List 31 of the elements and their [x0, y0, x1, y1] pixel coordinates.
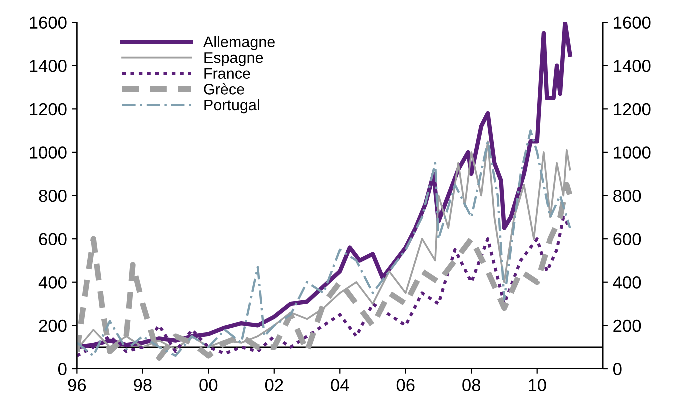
x-tick-label: 96: [68, 379, 86, 392]
y-tick-label: 1200: [30, 103, 67, 116]
legend-label: Espagne: [204, 52, 264, 66]
y-tick-label: 200: [39, 320, 67, 332]
x-tick-label: 06: [396, 379, 415, 392]
x-tick-label: 08: [462, 379, 481, 392]
y2-tick-label: 1400: [614, 60, 651, 72]
y-tick-label: 600: [39, 233, 67, 246]
y-tick-label: 0: [58, 363, 67, 376]
y2-tick-label: 600: [614, 233, 642, 246]
y-tick-label: 1000: [30, 146, 67, 159]
x-tick-label: 02: [265, 379, 284, 392]
y2-tick-label: 1000: [614, 146, 651, 159]
legend-label: Portugal: [204, 99, 260, 114]
y-tick-label: 400: [38, 276, 67, 289]
legend-label: Grèce: [204, 83, 244, 95]
x-tick-label: 98: [134, 379, 152, 392]
y2-tick-label: 0: [613, 363, 622, 376]
y2-tick-label: 200: [614, 320, 642, 332]
y2-tick-label: 800: [614, 190, 642, 202]
legend-label: Allemagne: [203, 36, 275, 51]
y2-tick-label: 1200: [614, 103, 651, 116]
legend-label: France: [204, 68, 250, 80]
y-tick-label: 1600: [30, 16, 67, 30]
x-tick-label: 10: [529, 379, 546, 392]
y-tick-label: 1400: [30, 60, 67, 72]
y2-tick-label: 400: [613, 276, 642, 289]
x-tick-label: 00: [200, 379, 218, 392]
x-tick-label: 04: [331, 379, 350, 392]
y2-tick-label: 1600: [614, 16, 651, 30]
y-tick-label: 800: [39, 190, 67, 202]
